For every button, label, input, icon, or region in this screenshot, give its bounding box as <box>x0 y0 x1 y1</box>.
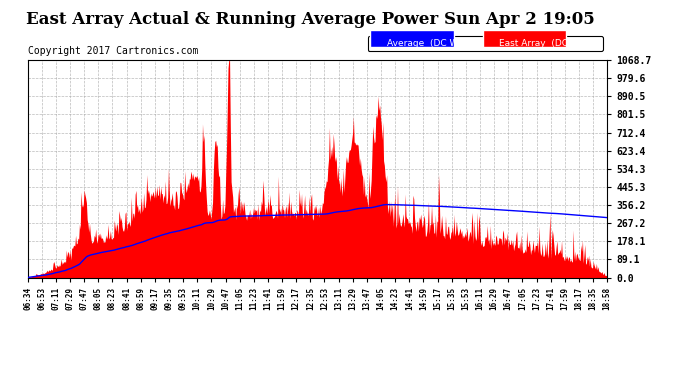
Text: Copyright 2017 Cartronics.com: Copyright 2017 Cartronics.com <box>28 46 199 56</box>
Legend: Average  (DC Watts), East Array  (DC Watts): Average (DC Watts), East Array (DC Watts… <box>368 36 602 51</box>
Text: East Array Actual & Running Average Power Sun Apr 2 19:05: East Array Actual & Running Average Powe… <box>26 11 595 28</box>
